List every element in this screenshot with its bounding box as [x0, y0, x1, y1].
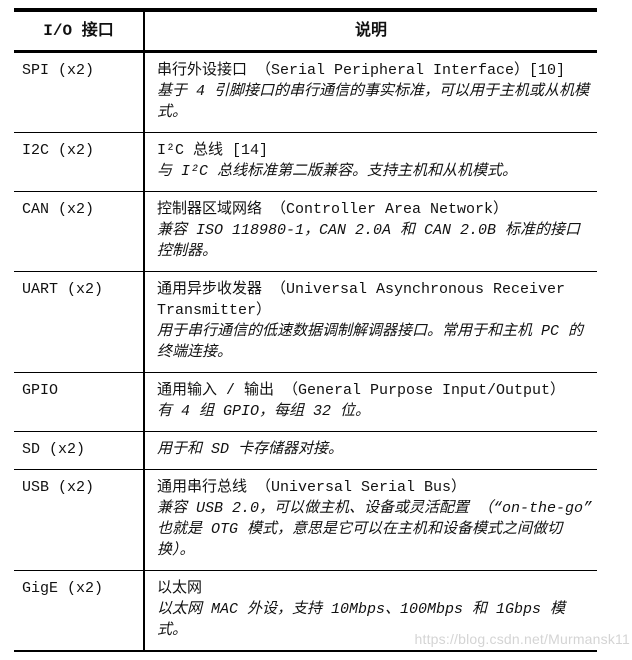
header-io-interface: I/O 接口 [14, 10, 145, 53]
description-cell: 以太网以太网 MAC 外设，支持 10Mbps、100Mbps 和 1Gbps … [144, 570, 597, 651]
interface-cell: GigE (x2) [14, 570, 145, 651]
description-line: 兼容 ISO 118980-1，CAN 2.0A 和 CAN 2.0B 标准的接… [157, 222, 581, 260]
description-line: 以太网 MAC 外设，支持 10Mbps、100Mbps 和 1Gbps 模式。 [157, 601, 566, 639]
description-line: 通用异步收发器 （Universal Asynchronous Receiver… [157, 281, 566, 319]
table-row: SPI (x2) 串行外设接口 （Serial Peripheral Interf… [14, 51, 597, 133]
description-cell: 用于和 SD 卡存储器对接。 [144, 431, 597, 470]
description-line: I²C 总线 [14] [157, 142, 269, 159]
description-line: 用于串行通信的低速数据调制解调器接口。常用于和主机 PC 的终端连接。 [157, 323, 584, 361]
interface-cell: USB (x2) [14, 469, 145, 571]
table-body: SPI (x2) 串行外设接口 （Serial Peripheral Interf… [14, 51, 597, 651]
description-line: 通用输入 / 输出 （General Purpose Input/Output） [157, 382, 566, 399]
description-cell: 控制器区域网络 （Controller Area Network） 兼容 ISO … [144, 191, 597, 272]
table-row: SD (x2) 用于和 SD 卡存储器对接。 [14, 431, 597, 470]
table-row: USB (x2) 通用串行总线 （Universal Serial Bus） 兼容 … [14, 469, 597, 571]
description-line: 兼容 USB 2.0，可以做主机、设备或灵活配置 （“on-the-go” 也就… [157, 500, 593, 559]
description-cell: 通用输入 / 输出 （General Purpose Input/Output）… [144, 372, 597, 432]
description-line: 以太网 [157, 580, 203, 597]
description-line: 基于 4 引脚接口的串行通信的事实标准，可以用于主机或从机模式。 [157, 83, 590, 121]
description-line: 有 4 组 GPIO，每组 32 位。 [157, 403, 371, 420]
watermark-url: https://blog.csdn.net/Murmansk11 [414, 631, 630, 647]
description-line: 通用串行总线 （Universal Serial Bus） [157, 479, 467, 496]
interface-cell: UART (x2) [14, 271, 145, 373]
interface-cell: I2C (x2) [14, 132, 145, 192]
interface-cell: SD (x2) [14, 431, 145, 470]
table-row: UART (x2) 通用异步收发器 （Universal Asynchronous… [14, 271, 597, 373]
description-line: 串行外设接口 （Serial Peripheral Interface）[10] [157, 62, 566, 79]
table-row: I2C (x2) I²C 总线 [14] 与 I²C 总线标准第二版兼容。支持主机和… [14, 132, 597, 192]
table-row: GigE (x2) 以太网 以太网 MAC 外设，支持 10Mbps、100Mbps… [14, 570, 597, 651]
table-row: CAN (x2) 控制器区域网络 （Controller Area Network… [14, 191, 597, 272]
description-cell: 通用异步收发器 （Universal Asynchronous Receiver… [144, 271, 597, 373]
interface-cell: SPI (x2) [14, 51, 145, 133]
header-row: I/O 接口 说明 [14, 10, 597, 53]
table-row: GPIO 通用输入 / 输出 （General Purpose Input/Out… [14, 372, 597, 432]
description-cell: 串行外设接口 （Serial Peripheral Interface）[10]… [144, 51, 597, 133]
description-cell: 通用串行总线 （Universal Serial Bus） 兼容 USB 2.0，… [144, 469, 597, 571]
description-line: 用于和 SD 卡存储器对接。 [157, 441, 344, 458]
io-interface-table: I/O 接口 说明 SPI (x2) 串行外设接口 （Serial Periphe… [14, 8, 597, 652]
description-line: 与 I²C 总线标准第二版兼容。支持主机和从机模式。 [157, 163, 518, 180]
description-line: 控制器区域网络 （Controller Area Network） [157, 201, 509, 218]
description-cell: I²C 总线 [14] 与 I²C 总线标准第二版兼容。支持主机和从机模式。 [144, 132, 597, 192]
header-description: 说明 [144, 10, 597, 53]
interface-cell: GPIO [14, 372, 145, 432]
interface-cell: CAN (x2) [14, 191, 145, 272]
